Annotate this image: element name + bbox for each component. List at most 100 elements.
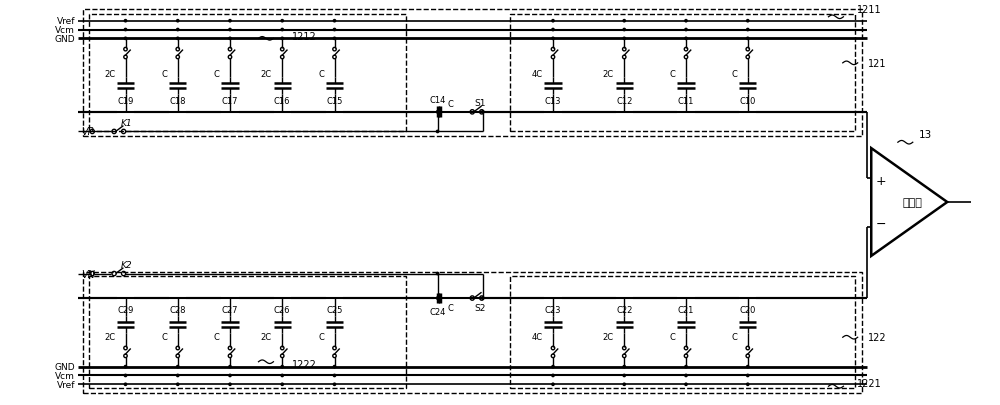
Bar [510,277,855,388]
Circle shape [333,383,336,386]
Text: C14: C14 [430,96,446,105]
Circle shape [436,297,439,299]
Text: C17: C17 [222,96,238,105]
Text: K1: K1 [121,119,132,128]
Circle shape [229,366,231,368]
Text: C15: C15 [326,96,343,105]
Text: 2C: 2C [261,332,272,341]
Text: C25: C25 [326,305,343,314]
Text: Vcm: Vcm [55,26,75,35]
Text: 2C: 2C [104,70,115,79]
Circle shape [281,29,283,32]
Circle shape [552,38,554,40]
Circle shape [552,374,554,377]
Circle shape [281,38,283,40]
Text: C: C [670,70,676,79]
Circle shape [747,21,749,23]
Text: 121: 121 [868,59,887,69]
Circle shape [747,374,749,377]
Text: Vref: Vref [57,380,75,389]
Text: C12: C12 [616,96,632,105]
Polygon shape [871,149,947,256]
Circle shape [229,21,231,23]
Circle shape [685,29,687,32]
Circle shape [685,383,687,386]
Circle shape [685,366,687,368]
Text: Vcm: Vcm [55,371,75,380]
Circle shape [552,21,554,23]
Text: 2C: 2C [603,332,614,341]
Text: 1211: 1211 [857,5,882,15]
Circle shape [552,366,554,368]
Bar [89,15,406,132]
Text: C18: C18 [170,96,186,105]
Text: C: C [214,332,220,341]
Circle shape [124,21,127,23]
Circle shape [177,383,179,386]
Text: C: C [670,332,676,341]
Circle shape [747,383,749,386]
Text: C26: C26 [274,305,290,314]
Circle shape [281,374,283,377]
Text: VN: VN [81,269,95,279]
Text: 2C: 2C [104,332,115,341]
Circle shape [177,38,179,40]
Text: C21: C21 [678,305,694,314]
Circle shape [747,38,749,40]
Text: C19: C19 [117,96,134,105]
Circle shape [281,21,283,23]
Text: Vref: Vref [57,17,75,26]
Circle shape [177,21,179,23]
Text: C20: C20 [740,305,756,314]
Text: C28: C28 [170,305,186,314]
Text: 1212: 1212 [292,32,316,42]
Bar [83,272,862,393]
Circle shape [623,383,625,386]
Circle shape [623,374,625,377]
Text: C29: C29 [117,305,134,314]
Circle shape [124,38,127,40]
Circle shape [552,29,554,32]
Text: C: C [214,70,220,79]
Text: C11: C11 [678,96,694,105]
Text: 122: 122 [868,333,887,342]
Text: C22: C22 [616,305,632,314]
Text: +: + [876,175,887,188]
Text: C: C [731,70,737,79]
Circle shape [229,374,231,377]
Circle shape [229,29,231,32]
Circle shape [552,383,554,386]
Text: 4C: 4C [531,332,543,341]
Circle shape [124,366,127,368]
Text: C: C [318,332,324,341]
Bar [83,10,862,137]
Circle shape [623,29,625,32]
Circle shape [177,366,179,368]
Text: 比较器: 比较器 [902,198,922,207]
Circle shape [436,111,439,114]
Circle shape [685,374,687,377]
Circle shape [436,131,439,133]
Text: GND: GND [55,362,75,371]
Circle shape [482,297,484,299]
Text: 2C: 2C [261,70,272,79]
Text: −: − [876,217,887,230]
Text: C24: C24 [430,307,446,316]
Circle shape [333,38,336,40]
Circle shape [436,273,439,275]
Bar [510,15,855,132]
Text: C: C [161,332,167,341]
Text: 1221: 1221 [857,378,882,388]
Circle shape [333,374,336,377]
Text: S1: S1 [474,99,486,108]
Text: C: C [448,100,453,109]
Text: C: C [318,70,324,79]
Circle shape [333,21,336,23]
Circle shape [333,29,336,32]
Text: C27: C27 [222,305,238,314]
Text: C: C [161,70,167,79]
Circle shape [747,366,749,368]
Text: C: C [731,332,737,341]
Circle shape [281,383,283,386]
Circle shape [177,29,179,32]
